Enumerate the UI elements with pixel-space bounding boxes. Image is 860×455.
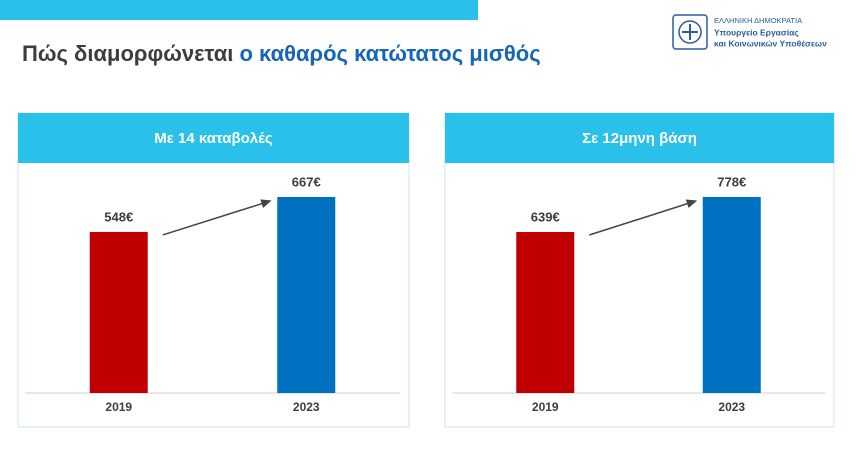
panel-header <box>445 113 834 163</box>
bar <box>89 231 148 393</box>
bar <box>277 197 336 393</box>
emblem-frame <box>672 14 708 50</box>
trend-arrow <box>162 199 272 236</box>
title-part1: Πώς διαμορφώνεται <box>22 41 233 66</box>
emblem-cross <box>682 24 698 40</box>
x-tick-label: 2019 <box>105 400 132 414</box>
emblem <box>678 20 702 44</box>
chart-title: Σε 12μηνη βάση <box>582 130 697 147</box>
top-band <box>0 0 478 20</box>
bar <box>516 232 575 393</box>
trend-arrow <box>589 199 698 236</box>
chart-title: Με 14 καταβολές <box>154 130 273 147</box>
x-tick-label: 2023 <box>293 400 320 414</box>
panel-header <box>18 113 409 163</box>
logo: ΕΛΛΗΝΙΚΗ ΔΗΜΟΚΡΑΤΙΑ Υπουργείο Εργασίας κ… <box>672 14 827 50</box>
x-tick-label: 2019 <box>532 400 559 414</box>
page-title: Πώς διαμορφώνεται ο καθαρός κατώτατος μι… <box>22 41 541 66</box>
x-tick-label: 2023 <box>718 400 745 414</box>
value-label: 667€ <box>292 174 321 189</box>
value-label: 548€ <box>104 209 133 224</box>
logo-line: ΕΛΛΗΝΙΚΗ ΔΗΜΟΚΡΑΤΙΑ <box>714 16 802 25</box>
title-part2: ο καθαρός κατώτατος μισθός <box>239 41 540 66</box>
bar <box>702 197 761 393</box>
value-label: 778€ <box>717 174 746 189</box>
value-label: 639€ <box>531 209 560 224</box>
panel <box>17 112 410 428</box>
logo-line: Υπουργείο Εργασίας <box>714 27 799 37</box>
panel <box>444 112 835 428</box>
logo-line: και Κοινωνικών Υποθέσεων <box>714 38 827 48</box>
